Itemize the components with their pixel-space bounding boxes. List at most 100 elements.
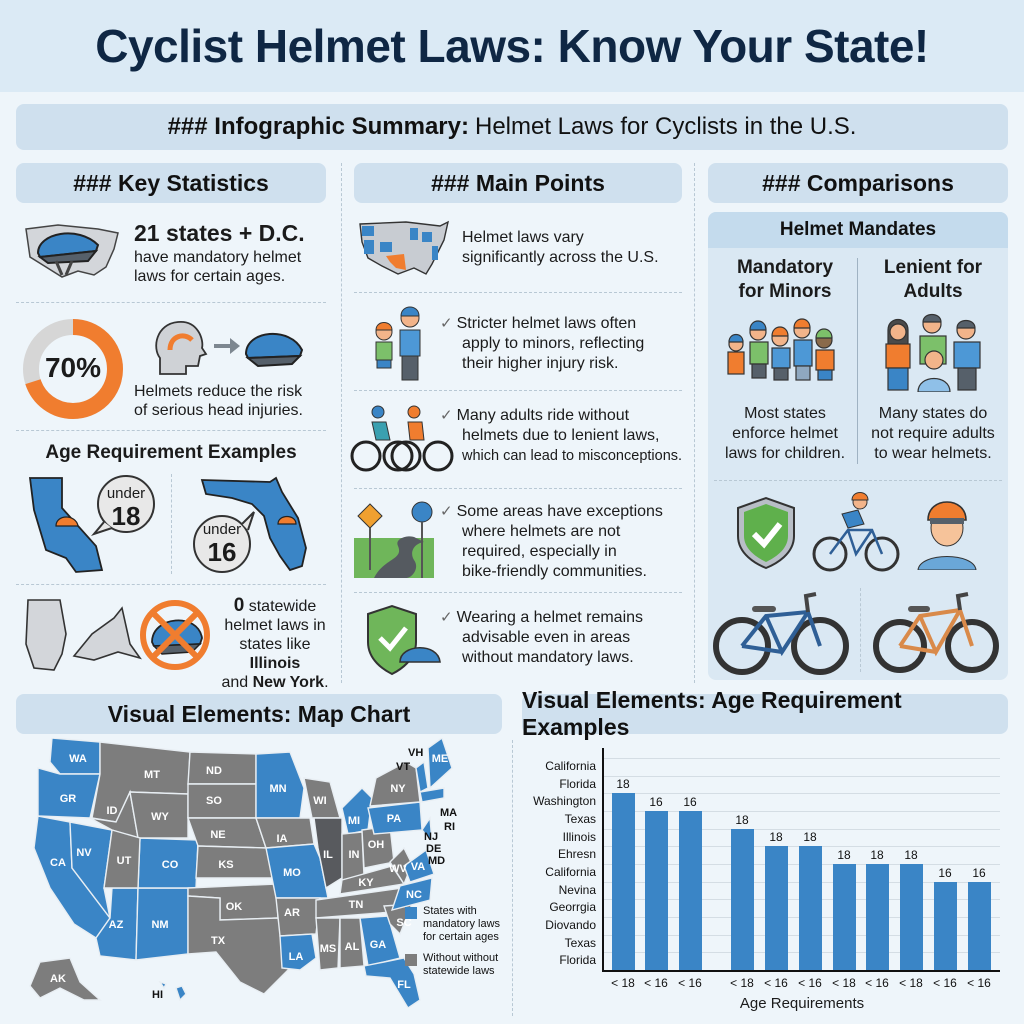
no-helmet-icon [140,600,210,670]
x-tick-label: < 16 [678,976,702,990]
bar-value-label: 18 [904,848,918,862]
check-icon: ✓ [440,609,453,626]
svg-text:WV: WV [389,863,407,875]
shield-check-icon [737,496,795,570]
y-axis-line [602,748,604,970]
us-map-helmet-icon [25,224,119,278]
column-divider [341,163,342,683]
donut-70-percent-icon [23,319,123,419]
y-tick-label: Texas [564,811,596,826]
divider [16,302,326,303]
us-state-map[interactable]: WA GR CA NV AZ NM CO MT ID WY UT ND SO NE KS OK TX M… [20,738,460,1008]
divider [354,488,682,489]
y-tick-label: Nevina [558,882,596,897]
svg-text:LA: LA [289,951,304,963]
us-map-icon [359,220,450,275]
page-title: Cyclist Helmet Laws: Know Your State! [95,20,929,72]
key-statistics-heading: ### Key Statistics [16,163,326,203]
age-requirement-heading: Age Requirement Examples [45,442,297,463]
svg-text:NY: NY [390,783,406,795]
blue-bicycle-icon [713,592,849,675]
svg-text:WA: WA [69,753,87,765]
main-point-4-line3: required, especially in [462,543,617,560]
x-tick-label: < 18 [899,976,923,990]
svg-text:NJ: NJ [424,831,438,843]
no-law-line3a: states like [239,636,311,653]
stat-helmet-line2: of serious head injuries. [134,402,303,419]
divider [354,592,682,593]
main-point-4-line2: where helmets are not [462,523,621,540]
period: . [324,674,329,691]
svg-text:DE: DE [426,843,441,855]
y-tick-label: Texas [564,935,596,950]
speech-bubble-icon [90,475,155,537]
mandatory-desc-line1: Most states [744,405,826,422]
svg-text:ID: ID [107,805,118,817]
svg-text:NM: NM [151,919,168,931]
chart-x-axis-title: Age Requirements [739,995,865,1012]
svg-text:SO: SO [206,795,222,807]
bar [900,864,923,970]
y-tick-label: Washington [533,794,596,809]
main-point-3-line2: helmets due to lenient laws, [462,427,660,444]
divider [857,258,858,464]
lenient-description: Many states do not require adults to wea… [860,404,1006,464]
florida-map-icon [200,476,307,572]
legend-none-line2: statewide laws [423,965,495,977]
svg-text:MT: MT [144,769,160,781]
svg-text:VA: VA [411,861,426,873]
svg-text:AR: AR [284,907,300,919]
svg-text:IA: IA [277,833,288,845]
main-point-2-line3: their higher injury risk. [462,355,619,372]
new-york-label: New York [252,674,325,691]
no-law-text: 0 statewide helmet laws in states like I… [212,596,338,692]
svg-text:MN: MN [269,783,286,795]
bar-value-label: 18 [837,848,851,862]
svg-text:GA: GA [370,939,387,951]
bar-value-label: 18 [735,812,749,827]
no-law-count: 0 [233,595,245,616]
lenient-desc-line1: Many states do [878,405,988,422]
divider [354,390,682,391]
florida-age: 16 [207,537,237,567]
main-point-2-line2: apply to minors, reflecting [462,335,645,352]
divider [16,430,326,431]
svg-text:MI: MI [348,815,360,827]
title-banner: Cyclist Helmet Laws: Know Your State! [0,0,1024,92]
svg-text:HI: HI [152,989,163,1001]
svg-text:IN: IN [349,849,360,861]
cyclists-icon [350,405,454,472]
y-tick-label: Florida [559,776,596,791]
parent-child-icon [375,306,421,381]
svg-text:KY: KY [358,877,374,889]
svg-text:FL: FL [397,979,411,991]
svg-text:SC: SC [396,917,411,929]
main-point-5-text: ✓ Wearing a helmet remains advisable even… [440,608,643,668]
x-tick-label: < 16 [798,976,822,990]
stat-percent: 70% [44,352,102,383]
check-icon: ✓ [440,315,453,332]
stat-states-headline: 21 states + D.C. [134,220,305,246]
summary-text: Helmet Laws for Cyclists in the U.S. [474,113,857,140]
bar-value-label: 16 [683,795,697,809]
mandatory-desc-line2: enforce helmet [732,425,838,442]
svg-text:GR: GR [60,793,77,805]
gridline [602,828,1000,830]
chart-section-heading: Visual Elements: Age Requirement Example… [522,687,1008,740]
map-section-heading: Visual Elements: Map Chart [16,694,502,734]
y-tick-label: Florida [559,953,596,968]
svg-text:PA: PA [387,813,402,825]
main-point-4-line1: Some areas have exceptions [456,503,663,520]
x-tick-label: < 16 [764,976,788,990]
stat-states-line1: have mandatory helmet [134,249,302,266]
x-tick-label: < 18 [832,976,856,990]
no-law-line1: statewide [248,598,317,615]
mandatory-title-line1: Mandatory [736,257,834,278]
bar [866,864,889,970]
florida-under: under [202,521,242,538]
y-tick-label: Illinois [562,829,596,844]
orange-bicycle-icon [873,592,999,673]
bar-value-label: 18 [803,830,817,845]
y-tick-label: Diovando [545,917,596,932]
divider [16,584,326,585]
